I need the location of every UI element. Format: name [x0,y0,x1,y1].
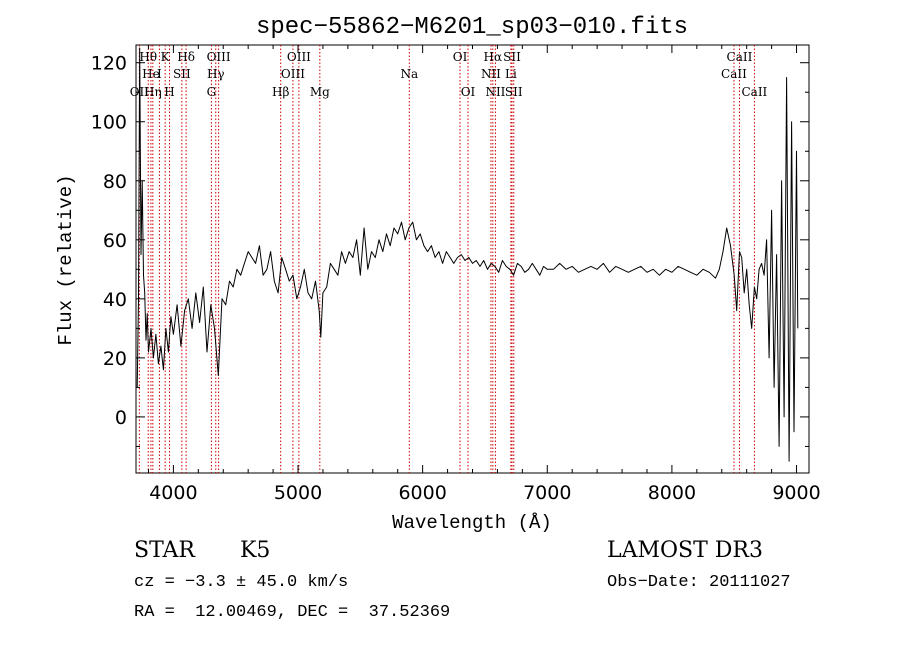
y-tick-label-4: 80 [103,171,127,193]
line-marker-label-22: SII [503,50,521,64]
line-marker-label-17: OI [453,50,468,64]
line-marker-label-2: He [142,67,160,81]
line-marker-label-27: CaII [741,85,767,99]
y-tick-label-2: 40 [103,289,127,311]
line-marker-label-4: K [161,50,171,64]
line-marker-label-15: Mg [310,85,330,99]
line-marker-label-1: Hθ [139,50,157,64]
x-tick-label-1: 5000 [274,482,322,504]
y-tick-label-3: 60 [103,230,127,252]
line-marker-label-13: OIII [287,50,311,64]
x-tick-label-3: 7000 [523,482,571,504]
line-marker-label-18: OI [461,85,476,99]
line-marker-label-6: H [164,85,174,99]
line-marker-label-26: CaII [721,67,747,81]
line-marker-label-12: Hβ [272,85,289,99]
survey-name: LAMOST DR3 [607,538,763,563]
line-marker-label-23: Li [505,67,517,81]
x-axis-label: Wavelength (Å) [392,512,552,534]
object-class: STAR [134,538,195,563]
x-tick-label-0: 4000 [149,482,197,504]
y-axis-label: Flux (relative) [55,174,77,345]
plot-frame [135,44,810,474]
line-marker-label-24: SII [505,85,523,99]
y-tick-label-5: 100 [91,112,127,134]
x-tick-label-4: 8000 [648,482,696,504]
line-markers [138,45,755,473]
x-tick-label-5: 9000 [772,482,820,504]
redshift-velocity: cz = −3.3 ± 45.0 km/s [134,573,349,592]
sky-coordinates: RA = 12.00469, DEC = 37.52369 [134,603,451,622]
line-marker-label-25: CaII [727,50,753,64]
line-marker-label-10: Hγ [207,67,225,81]
line-marker-label-16: Na [400,67,418,81]
x-tick-label-2: 6000 [398,482,446,504]
object-subclass: K5 [240,538,271,563]
x-axis-ticks: 4000 5000 6000 7000 8000 9000 [147,45,821,504]
chart-title: spec−55862−M6201_sp03−010.fits [256,14,688,41]
y-axis-ticks: 0 20 40 60 80 100 120 [91,53,809,447]
line-marker-label-9: OIII [207,50,231,64]
line-marker-label-8: Hδ [177,50,195,64]
line-marker-label-3: Hη [144,85,162,99]
line-marker-label-7: SII [173,67,191,81]
y-tick-label-0: 0 [115,407,127,429]
spectrum-series-line [136,47,799,462]
line-marker-label-11: G [207,85,217,99]
observation-date: Obs−Date: 20111027 [607,573,791,592]
y-tick-label-6: 120 [91,53,127,75]
line-marker-label-21: NII [485,85,505,99]
line-marker-label-19: Hα [484,50,503,64]
line-marker-label-20: NII [481,67,501,81]
line-marker-label-14: OIII [281,67,305,81]
y-tick-label-1: 20 [103,348,127,370]
line-marker-label-5: I [157,67,162,81]
